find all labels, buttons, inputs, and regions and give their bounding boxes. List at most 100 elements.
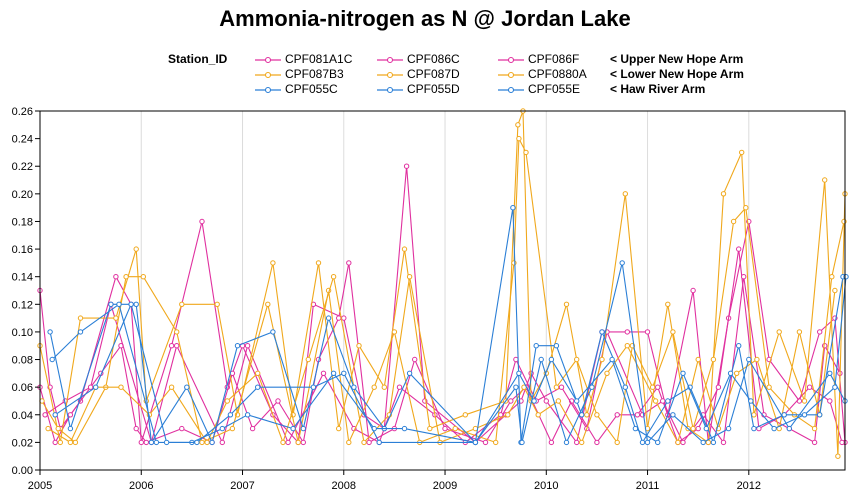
legend-label: CPF055E bbox=[528, 82, 581, 96]
data-point bbox=[209, 439, 215, 446]
legend-label: CPF081A1C bbox=[285, 52, 353, 66]
data-point bbox=[695, 356, 701, 363]
data-point bbox=[505, 412, 511, 418]
y-tick-label: 0.16 bbox=[12, 244, 33, 256]
legend-label: CPF086F bbox=[528, 52, 580, 66]
axes: 2005 2006 2007 2008 2009 2010 2011 2012 0.00 0.02… bbox=[12, 106, 761, 492]
legend-label: CPF055C bbox=[285, 82, 338, 96]
series-line bbox=[49, 207, 844, 443]
data-point bbox=[113, 315, 119, 321]
data-point bbox=[366, 439, 372, 446]
legend-marker-icon bbox=[498, 71, 524, 78]
data-point bbox=[442, 425, 448, 432]
y-tick-label: 0.14 bbox=[12, 272, 33, 284]
data-point bbox=[401, 246, 408, 252]
data-point bbox=[634, 412, 641, 418]
data-point bbox=[265, 301, 271, 307]
data-point bbox=[655, 384, 661, 390]
data-point bbox=[356, 343, 362, 349]
data-point bbox=[330, 370, 337, 376]
data-point bbox=[351, 384, 357, 390]
legend-marker-icon bbox=[377, 71, 403, 78]
y-tick-label: 0.08 bbox=[12, 355, 33, 367]
data-point bbox=[515, 122, 521, 128]
legend-entry: CPF055D bbox=[377, 82, 460, 96]
series-line bbox=[54, 276, 847, 443]
data-point bbox=[199, 218, 205, 225]
data-point bbox=[341, 370, 347, 376]
y-tick-label: 0.02 bbox=[12, 437, 33, 449]
y-tick-label: 0.26 bbox=[12, 106, 33, 118]
data-point bbox=[806, 384, 813, 390]
data-point bbox=[371, 384, 377, 390]
data-point bbox=[548, 356, 555, 363]
x-tick-label: 2008 bbox=[332, 480, 356, 492]
series-line bbox=[41, 138, 845, 443]
data-point bbox=[746, 356, 752, 363]
data-point bbox=[553, 384, 560, 390]
data-point bbox=[270, 260, 276, 266]
data-point bbox=[670, 329, 676, 335]
legend-entry: CPF086C bbox=[377, 52, 460, 66]
legend-entry: CPF081A1C bbox=[255, 52, 352, 66]
data-point bbox=[179, 301, 185, 307]
data-point bbox=[594, 439, 600, 446]
data-point bbox=[133, 301, 139, 307]
x-tick-label: 2006 bbox=[129, 480, 153, 492]
data-point bbox=[462, 412, 468, 418]
legend-label: CPF087D bbox=[407, 67, 460, 81]
x-tick-label: 2005 bbox=[28, 480, 52, 492]
data-point bbox=[113, 274, 119, 280]
data-point bbox=[255, 370, 261, 376]
data-point bbox=[123, 274, 129, 280]
data-point bbox=[801, 412, 808, 418]
data-point bbox=[660, 398, 666, 404]
data-point bbox=[843, 274, 849, 280]
data-point bbox=[138, 439, 145, 446]
data-point bbox=[690, 287, 696, 294]
data-point bbox=[614, 439, 620, 446]
data-point bbox=[811, 425, 818, 432]
data-point bbox=[644, 439, 651, 446]
series-cpf055e bbox=[52, 274, 849, 446]
data-point bbox=[817, 412, 823, 418]
data-point bbox=[67, 425, 74, 432]
legend-entry: CPF055C bbox=[255, 82, 338, 96]
data-point bbox=[67, 439, 74, 446]
data-point bbox=[543, 398, 549, 404]
data-point bbox=[391, 329, 398, 335]
data-point bbox=[516, 135, 522, 142]
data-point bbox=[822, 177, 828, 183]
data-point bbox=[403, 163, 410, 169]
data-point bbox=[427, 425, 433, 432]
series-cpf0880a bbox=[45, 274, 838, 446]
data-point bbox=[118, 384, 124, 390]
data-point bbox=[199, 439, 205, 446]
data-point bbox=[817, 329, 823, 335]
data-point bbox=[675, 439, 681, 446]
data-point bbox=[776, 329, 782, 335]
legend-label: CPF0880A bbox=[528, 67, 587, 81]
data-point bbox=[609, 356, 615, 363]
data-point bbox=[300, 439, 306, 446]
data-point bbox=[179, 425, 185, 432]
data-point bbox=[472, 439, 479, 446]
data-point bbox=[406, 274, 413, 280]
data-point bbox=[703, 425, 709, 432]
data-point bbox=[725, 425, 732, 432]
x-tick-label: 2012 bbox=[737, 480, 761, 492]
legend-marker-icon bbox=[255, 56, 281, 63]
data-point bbox=[680, 439, 686, 446]
legend-marker-icon bbox=[498, 86, 524, 93]
data-point bbox=[336, 425, 342, 432]
data-point bbox=[133, 425, 139, 432]
data-point bbox=[652, 398, 659, 404]
data-point bbox=[295, 439, 301, 446]
data-point bbox=[315, 260, 322, 266]
data-point bbox=[482, 439, 489, 446]
x-tick-label: 2009 bbox=[433, 480, 457, 492]
data-point bbox=[310, 384, 317, 390]
legend-marker-icon bbox=[377, 86, 403, 93]
data-point bbox=[227, 412, 234, 418]
